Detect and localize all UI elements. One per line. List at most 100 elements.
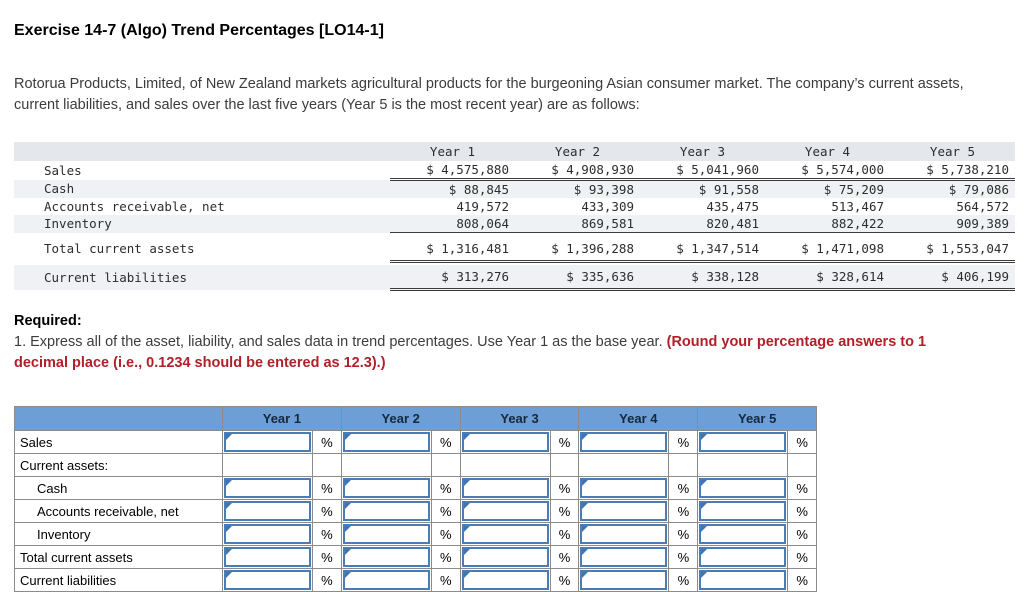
percent-input-cash-year-2[interactable] [344, 480, 428, 496]
answer-row-label: Current liabilities [14, 568, 223, 592]
table-row-sales: Sales $ 4,575,880 $ 4,908,930 $ 5,041,960 $ … [14, 161, 1015, 181]
percent-input-total-current-assets-year-2[interactable] [344, 549, 428, 565]
percent-sign: % [787, 430, 818, 454]
percent-input-inventory-year-3[interactable] [463, 526, 547, 542]
percent-cell [430, 453, 461, 477]
value-cell-inventory-year-4: 882,422 [765, 215, 890, 233]
percent-sign: % [549, 522, 580, 546]
input-cell-inventory-year-2 [340, 522, 432, 546]
percent-input-total-current-assets-year-5[interactable] [701, 549, 785, 565]
percent-input-sales-year-2[interactable] [344, 434, 428, 450]
percent-input-current-liabilities-year-2[interactable] [344, 572, 428, 588]
row-label: Cash [14, 179, 390, 198]
value-cell-sales-year-2: $ 4,908,930 [515, 161, 640, 181]
percent-input-current-liabilities-year-5[interactable] [701, 572, 785, 588]
answer-input-box [580, 547, 668, 567]
value-cell-inventory-year-1: 808,064 [390, 215, 515, 233]
percent-input-total-current-assets-year-4[interactable] [582, 549, 666, 565]
value-cell-cash-year-1: $ 88,845 [390, 179, 515, 198]
answer-input-box [342, 547, 430, 567]
percent-input-inventory-year-5[interactable] [701, 526, 785, 542]
input-cell-sales-year-2 [340, 430, 432, 454]
table-row-inventory: Inventory 808,064 869,581 820,481 882,422 909… [14, 215, 1015, 233]
percent-input-current-liabilities-year-4[interactable] [582, 572, 666, 588]
percent-cell [668, 453, 699, 477]
table-row-cash: Cash $ 88,845 $ 93,398 $ 91,558 $ 75,209 $ 79… [14, 179, 1015, 198]
percent-sign: % [312, 522, 342, 546]
spacer-cell [14, 232, 1015, 237]
answer-row-label: Total current assets [14, 545, 223, 569]
percent-input-accounts-receivable-net-year-4[interactable] [582, 503, 666, 519]
input-cell-accounts-receivable-net-year-4 [578, 499, 670, 523]
percent-input-cash-year-1[interactable] [226, 480, 309, 496]
percent-sign: % [312, 545, 342, 569]
required-item-text: 1. Express all of the asset, liability, … [14, 334, 667, 350]
percent-input-total-current-assets-year-1[interactable] [226, 549, 309, 565]
percent-input-inventory-year-2[interactable] [344, 526, 428, 542]
percent-input-accounts-receivable-net-year-3[interactable] [463, 503, 547, 519]
answer-input-box [580, 432, 668, 452]
historical-data-header: Year 1 Year 2 Year 3 Year 4 Year 5 [14, 142, 1015, 161]
row-label: Total current assets [44, 241, 195, 257]
value-cell-accounts-receivable-net-year-5: 564,572 [956, 199, 1009, 214]
value-cell-sales-year-4: $ 5,574,000 [765, 161, 890, 181]
input-cell-inventory-year-4 [578, 522, 670, 546]
input-cell-total-current-assets-year-3 [459, 545, 551, 569]
answer-column-header-year-4: Year 4 [578, 406, 699, 431]
percent-sign: % [787, 476, 818, 500]
input-cell-current-liabilities-year-3 [459, 568, 551, 592]
answer-input-box [461, 432, 549, 452]
percent-sign: % [668, 430, 699, 454]
percent-input-accounts-receivable-net-year-5[interactable] [701, 503, 785, 519]
percent-sign: % [430, 499, 461, 523]
input-cell-current-assets-year-2 [340, 453, 432, 477]
percent-input-cash-year-4[interactable] [582, 480, 666, 496]
percent-input-accounts-receivable-net-year-1[interactable] [226, 503, 309, 519]
input-cell-total-current-assets-year-2 [340, 545, 432, 569]
value-cell-inventory-year-3: 820,481 [640, 215, 765, 233]
percent-input-current-liabilities-year-1[interactable] [226, 572, 309, 588]
percent-input-inventory-year-1[interactable] [226, 526, 309, 542]
percent-sign: % [312, 499, 342, 523]
value-cell-cash-year-4: $ 75,209 [765, 179, 890, 198]
answer-row-accounts-receivable-net: Accounts receivable, net%%%%% [14, 499, 818, 523]
percent-cell [312, 453, 342, 477]
historical-header-corner [14, 142, 390, 161]
answer-input-box [699, 432, 787, 452]
answer-row-sales: Sales%%%%% [14, 430, 818, 454]
percent-input-cash-year-3[interactable] [463, 480, 547, 496]
percent-input-sales-year-1[interactable] [226, 434, 309, 450]
percent-sign: % [668, 568, 699, 592]
percent-input-cash-year-5[interactable] [701, 480, 785, 496]
answer-input-box [224, 570, 311, 590]
answer-input-box [580, 478, 668, 498]
percent-input-sales-year-4[interactable] [582, 434, 666, 450]
percent-sign: % [549, 430, 580, 454]
percent-input-inventory-year-4[interactable] [582, 526, 666, 542]
answer-header-corner [14, 406, 223, 431]
percent-sign: % [668, 476, 699, 500]
column-header-year-4: Year 4 [765, 142, 890, 161]
answer-row-current-liabilities: Current liabilities%%%%% [14, 568, 818, 592]
answer-row-label: Sales [14, 430, 223, 454]
percent-input-accounts-receivable-net-year-2[interactable] [344, 503, 428, 519]
answer-input-box [461, 501, 549, 521]
input-cell-current-liabilities-year-5 [697, 568, 789, 592]
spacer-cell [14, 261, 1015, 265]
value-cell-accounts-receivable-net-year-4: 513,467 [831, 199, 884, 214]
value-cell-accounts-receivable-net-year-2: 433,309 [581, 199, 634, 214]
input-cell-current-liabilities-year-1 [222, 568, 313, 592]
percent-cell [549, 453, 580, 477]
input-cell-sales-year-1 [222, 430, 313, 454]
value-cell-cash-year-3: $ 91,558 [640, 179, 765, 198]
percent-input-sales-year-5[interactable] [701, 434, 785, 450]
percent-sign: % [312, 476, 342, 500]
historical-data-body: Sales $ 4,575,880 $ 4,908,930 $ 5,041,960 $ … [14, 161, 1015, 291]
answer-column-header-year-2: Year 2 [340, 406, 461, 431]
input-cell-cash-year-3 [459, 476, 551, 500]
percent-input-current-liabilities-year-3[interactable] [463, 572, 547, 588]
percent-input-sales-year-3[interactable] [463, 434, 547, 450]
row-label: Accounts receivable, net [44, 199, 225, 214]
percent-input-total-current-assets-year-3[interactable] [463, 549, 547, 565]
answer-input-box [461, 524, 549, 544]
